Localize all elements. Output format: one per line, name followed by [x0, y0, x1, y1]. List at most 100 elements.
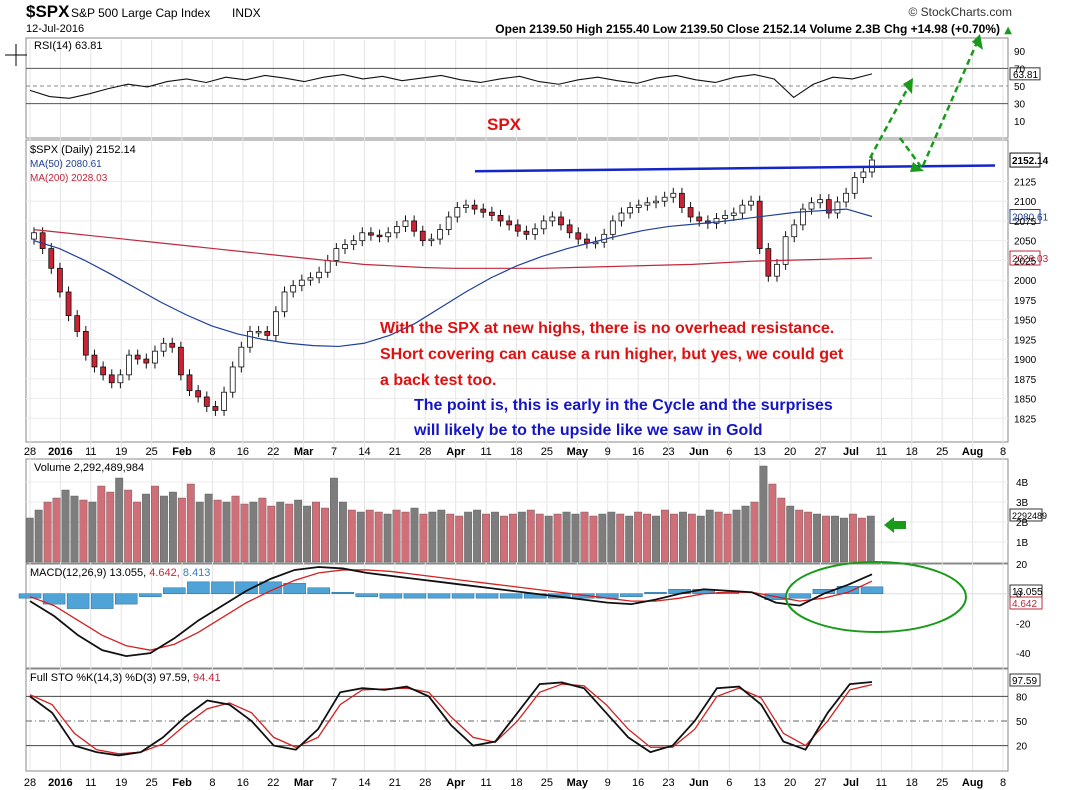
- volume-bar: [204, 493, 213, 563]
- volume-bar: [79, 499, 88, 563]
- annotation-line-5: will likely be to the upside like we saw…: [413, 422, 763, 439]
- price-y-tick: 2000: [1014, 276, 1037, 287]
- x-tick-label: 6: [726, 777, 732, 789]
- symbol-exchange: INDX: [232, 6, 261, 20]
- x-tick-label: 18: [510, 777, 522, 789]
- volume-bar: [696, 515, 705, 563]
- price-candle: [782, 236, 789, 265]
- price-candle: [609, 220, 616, 235]
- price-candle: [238, 346, 245, 368]
- x-tick-label: 27: [814, 446, 826, 458]
- volume-bar: [455, 515, 464, 563]
- price-candle: [774, 263, 780, 277]
- volume-title: Volume 2,292,489,984: [34, 462, 144, 474]
- price-candle: [160, 342, 167, 352]
- macd-histogram-bar: [139, 593, 162, 597]
- volume-bar: [195, 501, 204, 563]
- macd-highlight-ellipse: [785, 561, 967, 633]
- x-tick-label: 6: [726, 446, 732, 458]
- x-tick-label: 13: [754, 446, 766, 458]
- rsi-y-tick: 90: [1014, 47, 1026, 58]
- volume-bar: [714, 511, 723, 563]
- volume-bar: [356, 511, 365, 563]
- x-tick-label: 28: [24, 446, 36, 458]
- volume-bar: [705, 509, 714, 563]
- price-candle: [117, 374, 124, 384]
- volume-bar: [544, 515, 553, 563]
- price-y-tick: 1850: [1014, 395, 1037, 406]
- macd-histogram-bar: [451, 593, 475, 599]
- volume-bar: [634, 511, 643, 563]
- price-candle: [82, 331, 89, 356]
- price-candle: [506, 220, 513, 226]
- macd-histogram-bar: [187, 581, 210, 594]
- price-candle: [523, 230, 530, 235]
- x-tick-label: 18: [906, 446, 918, 458]
- macd-histogram-bar: [427, 593, 451, 599]
- ma200-line: [33, 229, 873, 269]
- x-tick-label: 11: [85, 777, 96, 789]
- volume-bar: [741, 505, 750, 563]
- price-candle: [653, 200, 659, 204]
- spx-label: SPX: [487, 115, 522, 134]
- volume-bar: [777, 497, 786, 563]
- x-tick-label: Aug: [962, 446, 983, 458]
- rsi-y-tick: 30: [1014, 100, 1026, 111]
- price-candle: [696, 216, 703, 222]
- price-candle: [195, 390, 202, 398]
- x-tick-label: 16: [237, 446, 249, 458]
- price-y-tick: 1825: [1014, 414, 1037, 425]
- price-candle: [860, 171, 867, 178]
- x-tick-label: 25: [936, 446, 948, 458]
- sto-title-d: 94.41: [193, 672, 221, 684]
- price-candle: [57, 267, 63, 293]
- x-tick-label: Mar: [294, 777, 314, 789]
- volume-bar: [285, 503, 294, 563]
- price-candle: [333, 248, 340, 261]
- macd-histogram-bar: [259, 581, 282, 594]
- macd-histogram-bar: [90, 593, 114, 609]
- price-candle: [661, 196, 668, 202]
- resistance-line: [474, 164, 996, 173]
- price-candle: [203, 396, 210, 407]
- price-y-tick: 2100: [1014, 197, 1037, 208]
- x-tick-label: 28: [419, 777, 431, 789]
- rsi-y-tick: 50: [1014, 82, 1026, 93]
- x-tick-label: 19: [115, 446, 127, 458]
- macd-y-tick: -40: [1016, 649, 1031, 660]
- price-candle: [670, 192, 677, 198]
- price-candle: [791, 224, 798, 238]
- volume-bar: [312, 501, 320, 563]
- price-y-tick: 2050: [1014, 237, 1037, 248]
- macd-title-signal: 8.413: [183, 567, 211, 579]
- x-tick-label: Feb: [172, 446, 192, 458]
- x-tick-label: 20: [784, 446, 796, 458]
- price-y-tick: 1875: [1014, 375, 1037, 386]
- price-candle: [488, 211, 495, 216]
- macd-title-main: MACD(12,26,9) 13.055,: [30, 567, 146, 579]
- x-tick-label: 22: [267, 446, 279, 458]
- volume-bar: [61, 489, 70, 563]
- x-tick-label: Jul: [843, 446, 859, 458]
- price-candle: [281, 291, 288, 313]
- volume-bar: [419, 513, 428, 563]
- price-candle: [437, 229, 443, 240]
- volume-bar: [732, 509, 741, 563]
- price-y-tick: 1925: [1014, 335, 1037, 346]
- x-tick-label: 11: [480, 446, 491, 458]
- price-candle: [212, 406, 219, 411]
- volume-bar: [276, 501, 285, 563]
- macd-line: [29, 566, 873, 658]
- price-candle: [575, 232, 582, 240]
- x-tick-label: 14: [358, 446, 370, 458]
- price-candle: [177, 346, 184, 376]
- volume-bar: [168, 491, 177, 563]
- x-tick-label: 14: [358, 777, 370, 789]
- macd-title-hist: 4.642,: [149, 567, 180, 579]
- volume-value-label: 2292489: [1012, 511, 1047, 521]
- volume-bar: [177, 497, 186, 563]
- sto-value-label: 97.59: [1012, 676, 1037, 687]
- volume-bar: [652, 515, 660, 563]
